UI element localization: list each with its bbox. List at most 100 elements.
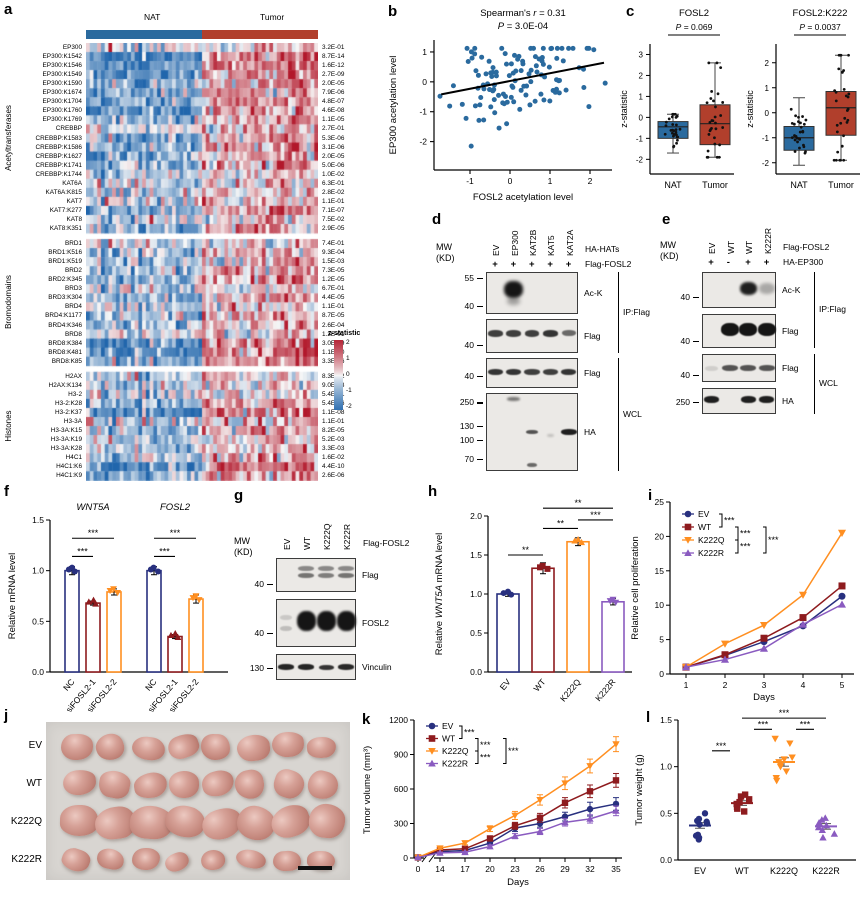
data-point [799, 614, 807, 622]
data-point [740, 808, 748, 815]
series-line [417, 810, 617, 859]
jitter-point [714, 121, 717, 125]
x-tick-label: 17 [460, 864, 470, 874]
y-tick-label: 2 [765, 59, 770, 68]
tumor-blob [59, 804, 99, 837]
heatmap-canvas [86, 43, 318, 481]
blot-box [702, 272, 776, 308]
heatmap-row-label: KAT8 [66, 215, 82, 223]
jitter-point [675, 135, 679, 139]
blot-band [527, 462, 537, 467]
jitter-point [710, 119, 714, 122]
scatter-point [512, 52, 518, 58]
tumor-photo-area [46, 722, 350, 880]
jitter-point [843, 116, 847, 120]
blot-band [296, 610, 316, 631]
tumor-blob [235, 804, 277, 842]
heatmap-row-label: H2AX:K134 [48, 381, 82, 389]
scatter-point [556, 78, 562, 84]
tumor-blob [232, 767, 267, 802]
jitter-point [794, 134, 798, 138]
heatmap-row-label: KAT6A:K815 [45, 188, 82, 196]
lane-label: EP300 [509, 230, 520, 256]
heatmap-row-label: EP300:K1542 [42, 53, 82, 61]
scatter-point [483, 71, 489, 77]
panel-label-a: a [4, 1, 13, 18]
data-point [776, 763, 785, 771]
tumor-blob [199, 766, 237, 800]
jitter-point [716, 92, 720, 96]
jitter-point [715, 61, 719, 65]
scatter-point [508, 61, 514, 67]
sig-stars: *** [590, 510, 601, 520]
heatmap-row-label: EP300:K1760 [42, 107, 82, 115]
data-point [110, 586, 117, 593]
data-point [586, 805, 594, 813]
heatmap-group-label: Acetyltransferases [4, 105, 13, 171]
category-label: EV [694, 866, 706, 876]
jitter-point [675, 133, 678, 137]
heatmap-row-label: KAT6A [62, 179, 82, 187]
data-point [681, 663, 691, 671]
mw-mark-label: 40 [680, 336, 690, 347]
scatter-point [521, 83, 527, 89]
panel-a-heatmap: NAT Tumor EP300 3.2E-01 EP300:K1542 8.7E-14 EP… [0, 0, 378, 488]
mw-mark-dash [693, 341, 699, 343]
data-point [721, 651, 729, 659]
jitter-point [847, 53, 850, 57]
panel-label-i: i [648, 487, 653, 504]
group-bracket [814, 272, 816, 348]
data-point [609, 596, 617, 603]
category-label: NAT [790, 180, 808, 190]
jitter-point [713, 115, 717, 119]
box-title: FOSL2 [679, 8, 709, 19]
data-point [414, 853, 422, 861]
data-point [504, 588, 511, 595]
data-point [174, 633, 182, 641]
blot-band [506, 397, 521, 402]
heatmap-row-label: CREBBP:K1744 [35, 170, 82, 178]
mw-mark-dash [693, 375, 699, 377]
data-point [612, 777, 620, 784]
scatter-point [506, 73, 512, 79]
jitter-point [674, 128, 678, 132]
scatter-point [465, 59, 471, 65]
y-tick-label: 1 [765, 84, 770, 93]
plus-minus: + [529, 259, 535, 270]
scatter-point [481, 117, 487, 123]
y-tick-label: -2 [636, 155, 644, 164]
x-tick-label: 0 [508, 176, 513, 186]
y-tick-label: 0 [765, 109, 770, 118]
jitter-point [837, 67, 841, 71]
y-axis-label: Relative mRNA level [7, 553, 18, 640]
heatmap-row-label: EP300:K1674 [42, 89, 82, 97]
legend-label: EV [442, 721, 454, 731]
mw-unit-label: (KD) [234, 547, 253, 557]
scatter-point [503, 61, 509, 67]
jitter-point [715, 155, 719, 159]
blot-target-label: Ac-K [584, 288, 603, 298]
jitter-point [707, 61, 711, 65]
blot-band [487, 330, 503, 337]
blot-target-label: HA [584, 427, 596, 437]
jitter-point [803, 151, 807, 155]
scatter-point [541, 97, 547, 103]
scatter-point [523, 92, 529, 98]
sig-stars: *** [77, 546, 88, 556]
data-point [544, 565, 551, 572]
plus-row-label: HA-EP300 [783, 257, 824, 267]
scatter-point [476, 117, 482, 123]
scatter-point [464, 45, 470, 51]
y-tick-label: 900 [394, 750, 408, 760]
plus-minus: + [492, 259, 498, 270]
tumor-blob [198, 847, 227, 872]
p-value: P = 0.0037 [799, 22, 841, 32]
data-point [745, 796, 753, 803]
mw-mark-dash [267, 632, 273, 634]
heatmap-row-pvalue: 7.5E-02 [322, 215, 345, 223]
heatmap-row-pvalue: 6.7E-01 [322, 285, 345, 293]
x-axis-label: Days [753, 692, 775, 703]
bar-chart-h: 0.0 0.5 1.0 1.5 2.0 Relative WNT5A mRNA level… [434, 498, 632, 704]
data-point [195, 597, 203, 604]
sig-bracket [735, 526, 739, 541]
